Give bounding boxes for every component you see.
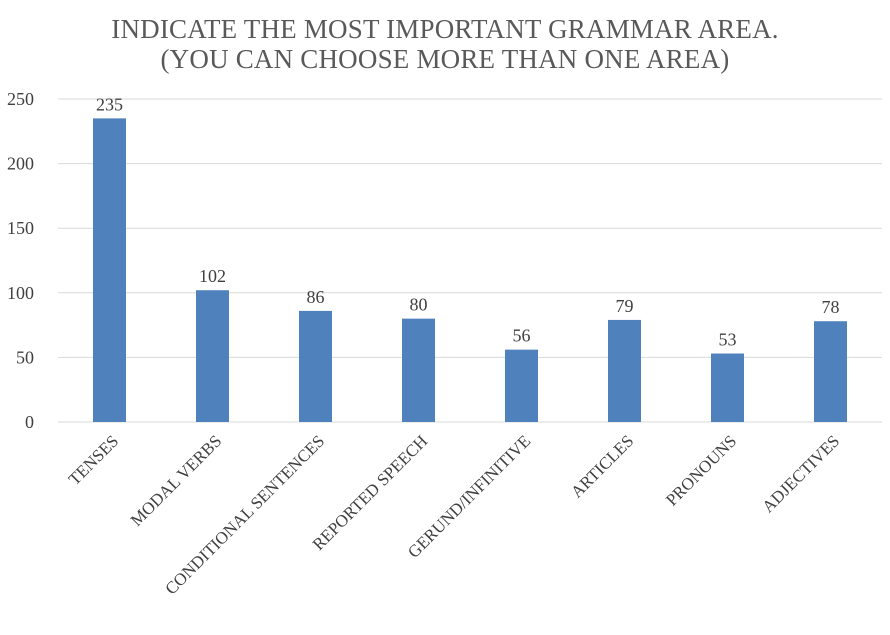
x-tick-label-0: TENSES bbox=[65, 431, 123, 489]
bar-6 bbox=[711, 353, 744, 422]
y-tick-label-100: 100 bbox=[7, 283, 34, 303]
data-label-5: 79 bbox=[616, 296, 634, 316]
data-label-1: 102 bbox=[199, 266, 226, 286]
bar-5 bbox=[608, 319, 641, 422]
y-tick-label-250: 250 bbox=[7, 89, 34, 109]
chart-title-line-1: INDICATE THE MOST IMPORTANT GRAMMAR AREA… bbox=[111, 14, 779, 44]
x-tick-label-1: MODAL VERBS bbox=[127, 431, 226, 530]
bar-1 bbox=[196, 290, 229, 422]
chart-title-line-2: (YOU CAN CHOOSE MORE THAN ONE AREA) bbox=[160, 44, 730, 74]
y-tick-label-150: 150 bbox=[7, 218, 34, 238]
bar-4 bbox=[505, 349, 538, 422]
data-label-7: 78 bbox=[822, 297, 840, 317]
bar-7 bbox=[814, 321, 847, 422]
data-label-0: 235 bbox=[96, 94, 123, 114]
y-tick-label-50: 50 bbox=[16, 347, 34, 367]
x-tick-label-7: ADJECTIVES bbox=[758, 431, 843, 516]
x-tick-label-6: PRONOUNS bbox=[662, 431, 740, 509]
bar-2 bbox=[299, 310, 332, 422]
data-label-4: 56 bbox=[513, 326, 531, 346]
data-label-2: 86 bbox=[307, 287, 325, 307]
y-tick-label-0: 0 bbox=[25, 412, 34, 432]
data-label-3: 80 bbox=[410, 295, 428, 315]
x-tick-label-3: REPORTED SPEECH bbox=[309, 431, 432, 554]
y-tick-label-200: 200 bbox=[7, 154, 34, 174]
data-label-6: 53 bbox=[719, 330, 737, 350]
bar-3 bbox=[402, 318, 435, 422]
bar-0 bbox=[93, 118, 126, 422]
x-tick-label-5: ARTICLES bbox=[567, 431, 637, 501]
